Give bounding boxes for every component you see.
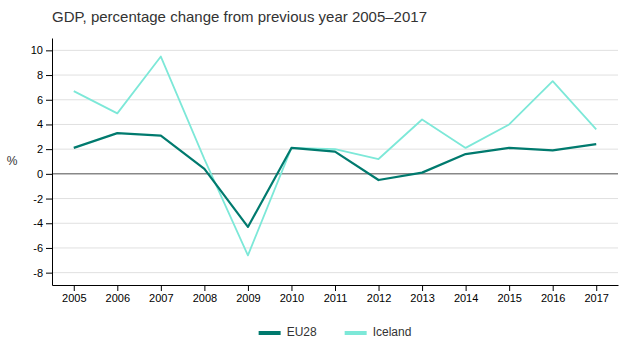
x-tick-label: 2011 (324, 292, 348, 304)
axis-line (52, 39, 53, 286)
x-tick: 2007 (149, 285, 173, 304)
x-tick: 2012 (367, 285, 391, 304)
y-tick: -8 (33, 267, 52, 279)
y-tick-mark (46, 248, 52, 249)
legend-item: Iceland (345, 325, 412, 339)
x-axis: 2005 2006 2007 2008 2009 2010 2011 2012 2013 2014… (53, 285, 619, 304)
lines (74, 57, 596, 256)
grid-line (52, 75, 618, 76)
x-tick-mark (379, 285, 380, 291)
y-tick-mark (46, 100, 52, 101)
x-tick: 2006 (106, 285, 130, 304)
x-tick-label: 2014 (454, 292, 478, 304)
x-tick: 2013 (410, 285, 434, 304)
x-tick: 2009 (236, 285, 260, 304)
title: GDP, percentage change from previous yea… (52, 8, 427, 25)
x-tick-label: 2017 (584, 292, 608, 304)
x-tick-label: 2012 (367, 292, 391, 304)
x-tick-label: 2015 (497, 292, 521, 304)
y-tick-label: -8 (33, 267, 43, 279)
y-tick-label: -6 (33, 242, 43, 254)
grid-line (52, 50, 618, 51)
y-tick: 4 (37, 118, 52, 130)
y-tick: 2 (37, 143, 52, 155)
y-tick-label: 10 (31, 44, 43, 56)
y-tick: 0 (37, 168, 52, 180)
y-tick: -4 (33, 217, 52, 229)
y-tick: -2 (33, 193, 52, 205)
y-tick: 6 (37, 94, 52, 106)
legend-swatch (345, 331, 367, 335)
zero-line (52, 173, 618, 175)
legend-label: EU28 (287, 325, 317, 339)
grid-line (52, 198, 618, 199)
y-tick-label: 0 (37, 168, 43, 180)
y-tick-mark (46, 223, 52, 224)
y-tick-mark (46, 273, 52, 274)
x-tick-mark (117, 285, 118, 291)
chart: 2005200620072008200920102011201220132014… (0, 0, 638, 349)
legend-item: EU28 (259, 325, 317, 339)
x-tick-mark (204, 285, 205, 291)
x-tick: 2016 (541, 285, 565, 304)
y-tick-mark (46, 199, 52, 200)
x-tick-label: 2013 (410, 292, 434, 304)
x-tick: 2015 (497, 285, 521, 304)
x-tick-mark (422, 285, 423, 291)
y-tick-label: 6 (37, 94, 43, 106)
x-tick-label: 2010 (280, 292, 304, 304)
grid-line (52, 124, 618, 125)
x-tick-mark (74, 285, 75, 291)
x-tick-mark (248, 285, 249, 291)
legend-swatch (259, 331, 281, 335)
x-tick-label: 2016 (541, 292, 565, 304)
series-line (74, 133, 596, 227)
y-tick-mark (46, 149, 52, 150)
y-label: % (7, 154, 18, 168)
x-tick-label: 2009 (236, 292, 260, 304)
x-tick-mark (291, 285, 292, 291)
grid-line (52, 272, 618, 273)
x-tick: 2014 (454, 285, 478, 304)
y-tick-label: 2 (37, 143, 43, 155)
series-line (74, 57, 596, 256)
x-tick-label: 2005 (62, 292, 86, 304)
y-tick: 8 (37, 69, 52, 81)
x-tick-label: 2008 (193, 292, 217, 304)
x-tick: 2011 (324, 285, 348, 304)
x-tick: 2008 (193, 285, 217, 304)
y-tick-label: 8 (37, 69, 43, 81)
y-tick-label: 4 (37, 118, 43, 130)
legend-label: Iceland (373, 325, 412, 339)
y-tick-label: -2 (33, 193, 43, 205)
y-axis: -8 -6 -4 -2 0 2 4 6 8 10 (31, 39, 53, 286)
x-tick: 2010 (280, 285, 304, 304)
plot: 2005200620072008200920102011201220132014… (31, 39, 619, 304)
x-tick-mark (161, 285, 162, 291)
x-tick-mark (466, 285, 467, 291)
grid-line (52, 223, 618, 224)
y-tick: -6 (33, 242, 52, 254)
y-tick: 10 (31, 44, 52, 56)
grid (52, 50, 618, 272)
legend: EU28 Iceland (259, 325, 412, 339)
x-tick-mark (509, 285, 510, 291)
x-tick-label: 2007 (149, 292, 173, 304)
x-tick: 2017 (584, 285, 608, 304)
y-tick-mark (46, 50, 52, 51)
y-tick-mark (46, 124, 52, 125)
y-tick-mark (46, 75, 52, 76)
x-tick: 2005 (62, 285, 86, 304)
y-tick-label: -4 (33, 217, 43, 229)
x-tick-label: 2006 (106, 292, 130, 304)
x-tick-mark (553, 285, 554, 291)
y-tick-mark (46, 174, 52, 175)
x-tick-mark (596, 285, 597, 291)
x-tick-mark (335, 285, 336, 291)
grid-line (52, 247, 618, 248)
